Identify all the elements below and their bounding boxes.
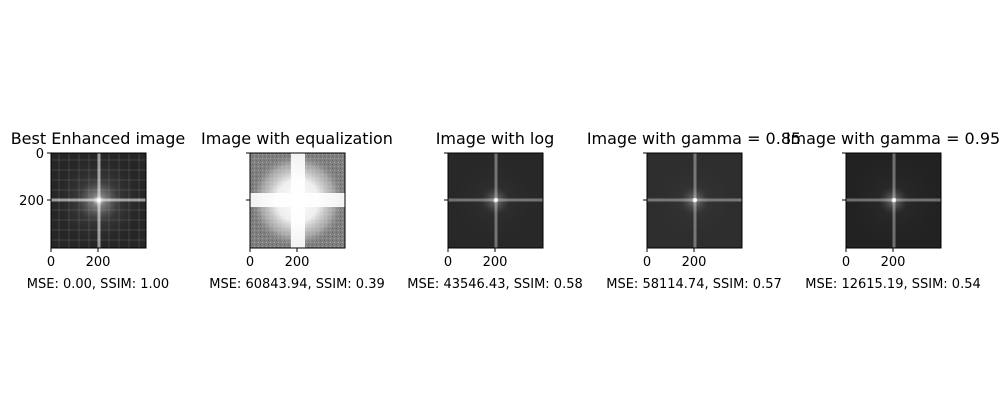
x-tick-label: 200: [285, 255, 310, 270]
subplot-panel: Image with log 0 200 MSE: 43546.43, SSIM: 0…: [407, 129, 583, 292]
subplot-panel: Image with gamma = 0.95 0 200 MSE: 12615.19…: [786, 129, 1000, 292]
y-tick-label: 200: [19, 194, 44, 209]
x-tick-label: 200: [483, 255, 508, 270]
spectrum-image: [846, 153, 941, 248]
spectrum-image: [250, 153, 345, 248]
spectrum-image: [448, 153, 543, 248]
x-tick-label: 0: [643, 255, 651, 270]
subplot-title: Image with gamma = 0.95: [786, 129, 1000, 148]
x-tick-label: 0: [246, 255, 254, 270]
x-tick-label: 0: [842, 255, 850, 270]
subplot-panel: Image with gamma = 0.85 0 200 MSE: 58114.74…: [587, 129, 801, 292]
spectrum-image: [51, 153, 146, 248]
metrics-label: MSE: 60843.94, SSIM: 0.39: [209, 277, 385, 292]
metrics-label: MSE: 0.00, SSIM: 1.00: [27, 277, 169, 292]
metrics-label: MSE: 58114.74, SSIM: 0.57: [606, 277, 782, 292]
x-tick-label: 200: [86, 255, 111, 270]
x-tick-label: 200: [881, 255, 906, 270]
spectrum-image: [647, 153, 742, 248]
x-tick-label: 0: [444, 255, 452, 270]
subplot-title: Best Enhanced image: [11, 129, 186, 148]
subplot-title: Image with equalization: [201, 129, 393, 148]
subplot-panel: Image with equalization 0 200 MSE: 60843.94…: [201, 129, 393, 292]
subplot-title: Image with gamma = 0.85: [587, 129, 801, 148]
metrics-label: MSE: 12615.19, SSIM: 0.54: [805, 277, 981, 292]
x-tick-label: 0: [47, 255, 55, 270]
subplot-title: Image with log: [436, 129, 555, 148]
y-tick-label: 0: [36, 147, 44, 162]
x-tick-label: 200: [682, 255, 707, 270]
metrics-label: MSE: 43546.43, SSIM: 0.58: [407, 277, 583, 292]
